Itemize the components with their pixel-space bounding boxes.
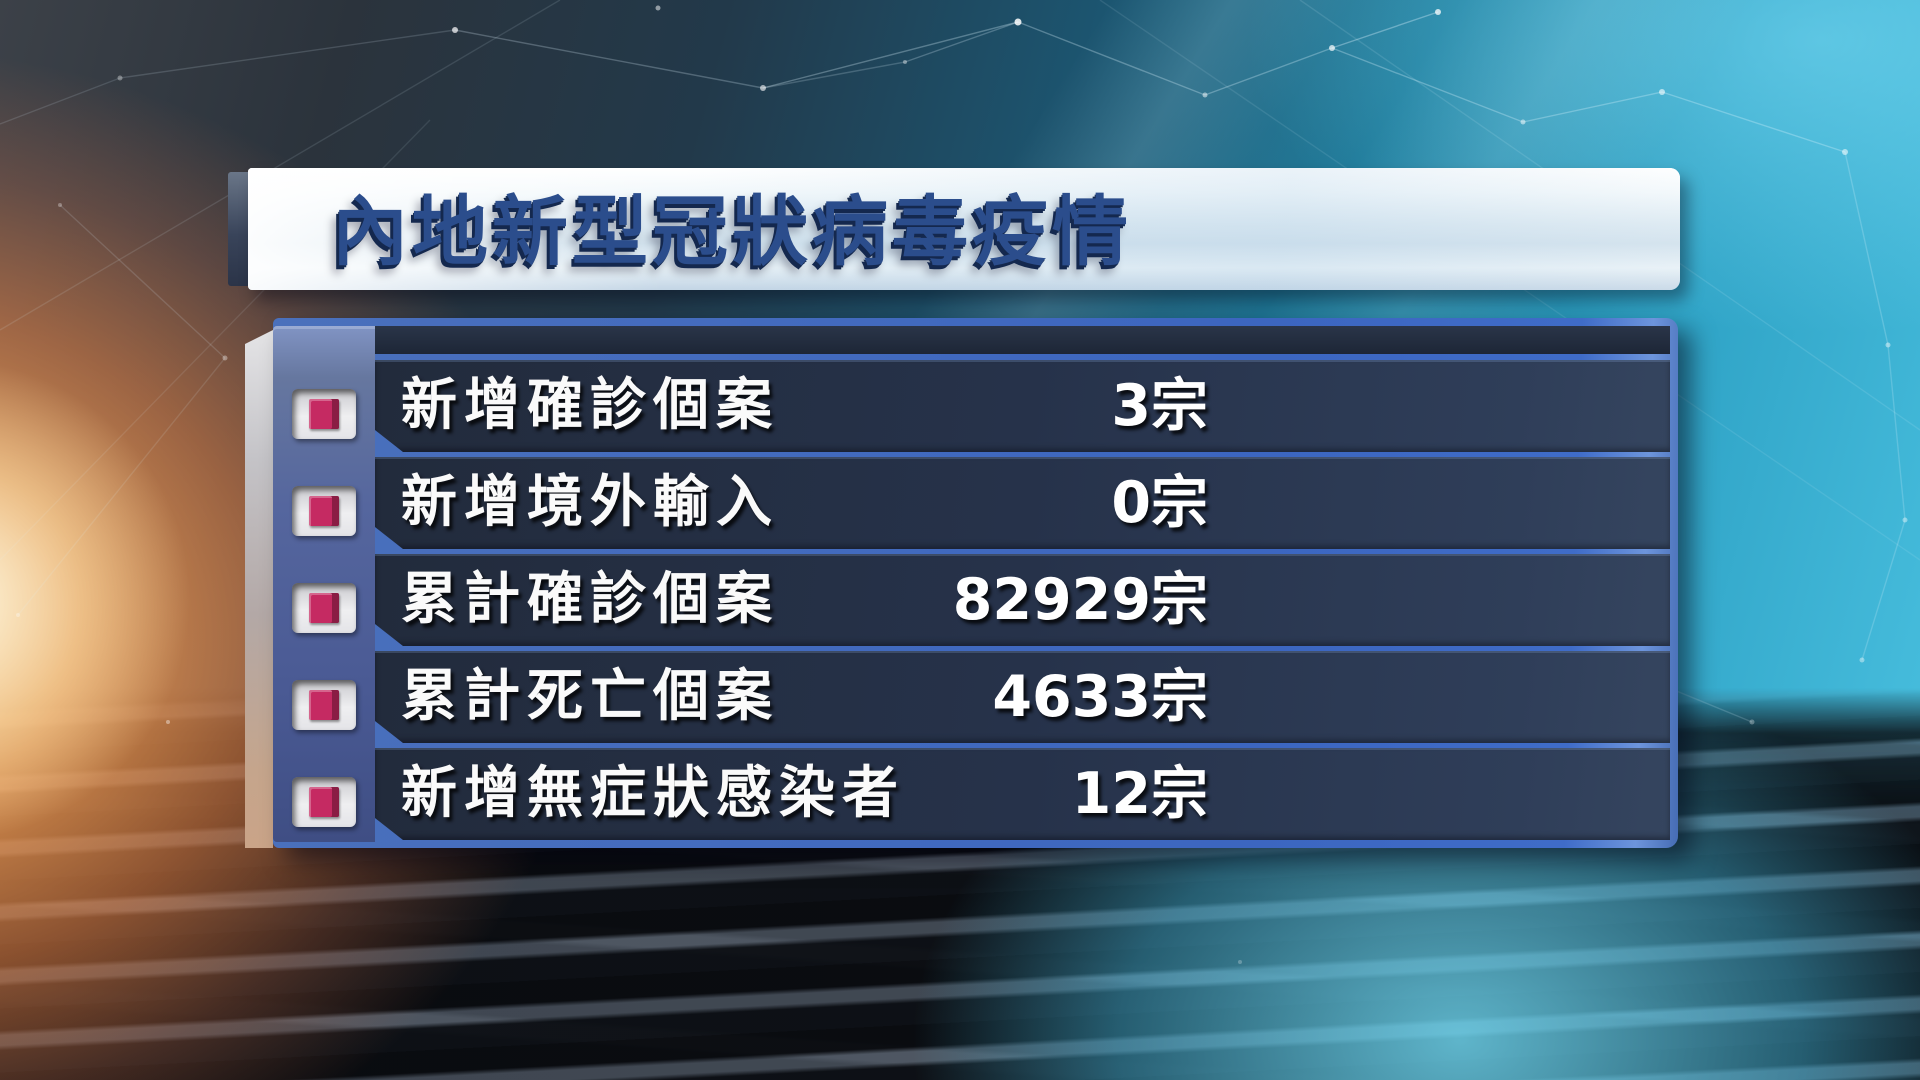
stats-rows: 新增確診個案 3宗 新增境外輸入 0宗 累計確診個案 82929宗 累計死亡個案… [375,326,1670,842]
bullet-inner-square [309,787,339,817]
stat-value: 12宗 [1071,761,1208,827]
stat-label: 新增境外輸入 [401,470,779,535]
stat-value: 3宗 [1111,373,1208,439]
title-bar-left-edge [228,172,250,286]
stat-label: 新增確診個案 [401,373,779,438]
bullet-inner-square [309,496,339,526]
bullet-column [273,326,375,842]
panel-header-strip [375,326,1670,354]
page-title: 內地新型冠狀病毒疫情 [332,187,1132,276]
magenta-square-bullet-icon [292,486,356,536]
bullet-inner-square [309,690,339,720]
stat-row: 新增境外輸入 0宗 [375,457,1670,549]
bullet-inner-square [309,593,339,623]
stats-panel: 新增確診個案 3宗 新增境外輸入 0宗 累計確診個案 82929宗 累計死亡個案… [273,318,1678,848]
stat-row: 新增確診個案 3宗 [375,360,1670,452]
magenta-square-bullet-icon [292,680,356,730]
title-bar: 內地新型冠狀病毒疫情 [228,168,1680,290]
title-bar-background: 內地新型冠狀病毒疫情 [248,168,1680,290]
stat-value: 4633宗 [992,664,1208,730]
stat-label: 新增無症狀感染者 [401,761,905,826]
stat-label: 累計確診個案 [401,567,779,632]
stat-label: 累計死亡個案 [401,664,779,729]
stat-row: 新增無症狀感染者 12宗 [375,748,1670,840]
magenta-square-bullet-icon [292,389,356,439]
magenta-square-bullet-icon [292,777,356,827]
stat-value: 0宗 [1111,470,1208,536]
magenta-square-bullet-icon [292,583,356,633]
stat-row: 累計確診個案 82929宗 [375,554,1670,646]
bullet-inner-square [309,399,339,429]
panel-side-face [245,330,273,848]
stat-value: 82929宗 [952,567,1208,633]
stat-row: 累計死亡個案 4633宗 [375,651,1670,743]
